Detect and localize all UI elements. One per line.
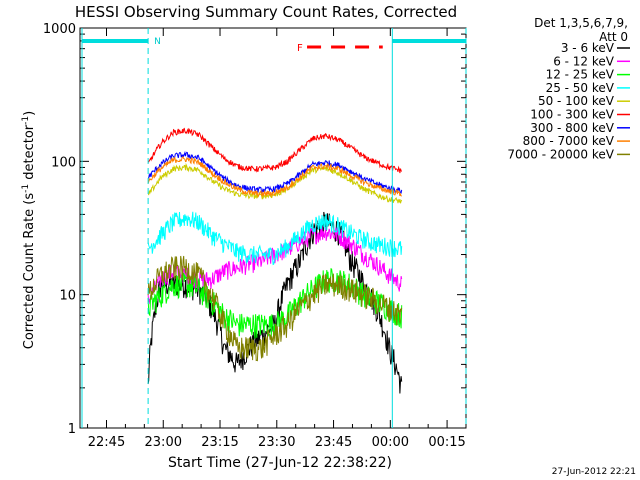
y-tick-label: 10 xyxy=(59,289,76,304)
chart-title: HESSI Observing Summary Count Rates, Cor… xyxy=(75,3,457,21)
y-axis-label-part1: Corrected Count Rate (s xyxy=(22,193,37,350)
x-tick-label: 00:15 xyxy=(428,435,465,450)
legend-label-2: 12 - 25 keV xyxy=(546,68,615,82)
series-line-3 xyxy=(147,211,403,266)
y-tick-label: 1000 xyxy=(43,22,76,37)
y-tick-label: 1 xyxy=(68,422,76,437)
y-axis-label-part3: ) xyxy=(22,111,37,116)
legend-label-3: 25 - 50 keV xyxy=(546,81,615,95)
night-flag-label: N xyxy=(154,37,161,47)
x-tick-label: 23:30 xyxy=(258,435,295,450)
y-axis-label-sup1: -1 xyxy=(21,184,31,193)
tick-marks: 22:45 23:00 23:15 23:30 23:45 00:00 00:15 1 10 10… xyxy=(43,22,467,450)
legend-label-8: 7000 - 20000 keV xyxy=(507,147,614,161)
series-line-5 xyxy=(147,127,403,174)
legend-label-4: 50 - 100 keV xyxy=(538,94,615,108)
x-tick-label: 23:00 xyxy=(145,435,182,450)
y-axis-label: Corrected Count Rate (s-1 detector-1) xyxy=(21,111,37,349)
legend-label-1: 6 - 12 keV xyxy=(553,54,615,68)
timestamp: 27-Jun-2012 22:21 xyxy=(552,467,636,477)
series-line-7 xyxy=(147,156,402,198)
series-layer xyxy=(147,127,403,394)
y-axis-label-sup2: -1 xyxy=(21,116,31,125)
y-tick-label: 100 xyxy=(51,155,76,170)
x-tick-label: 22:45 xyxy=(88,435,125,450)
series-line-8 xyxy=(147,255,403,362)
plot-frame xyxy=(79,27,467,429)
legend-label-6: 300 - 800 keV xyxy=(530,121,614,135)
series-line-6 xyxy=(148,150,403,195)
x-tick-label: 23:15 xyxy=(201,435,238,450)
x-tick-label: 00:00 xyxy=(372,435,409,450)
legend-label-5: 100 - 300 keV xyxy=(530,108,614,122)
x-tick-label: 23:45 xyxy=(315,435,352,450)
x-axis-label: Start Time (27-Jun-12 22:38:22) xyxy=(168,455,392,471)
legend-header-line1: Det 1,3,5,6,7,9, xyxy=(534,16,628,30)
legend-header-line2: Att 0 xyxy=(599,30,628,44)
flags-layer: NF xyxy=(81,28,467,428)
legend-label-0: 3 - 6 keV xyxy=(561,41,615,55)
legend-label-7: 800 - 7000 keV xyxy=(523,134,615,148)
y-axis-label-part2: detector xyxy=(22,124,37,184)
flare-flag-label: F xyxy=(297,43,303,54)
